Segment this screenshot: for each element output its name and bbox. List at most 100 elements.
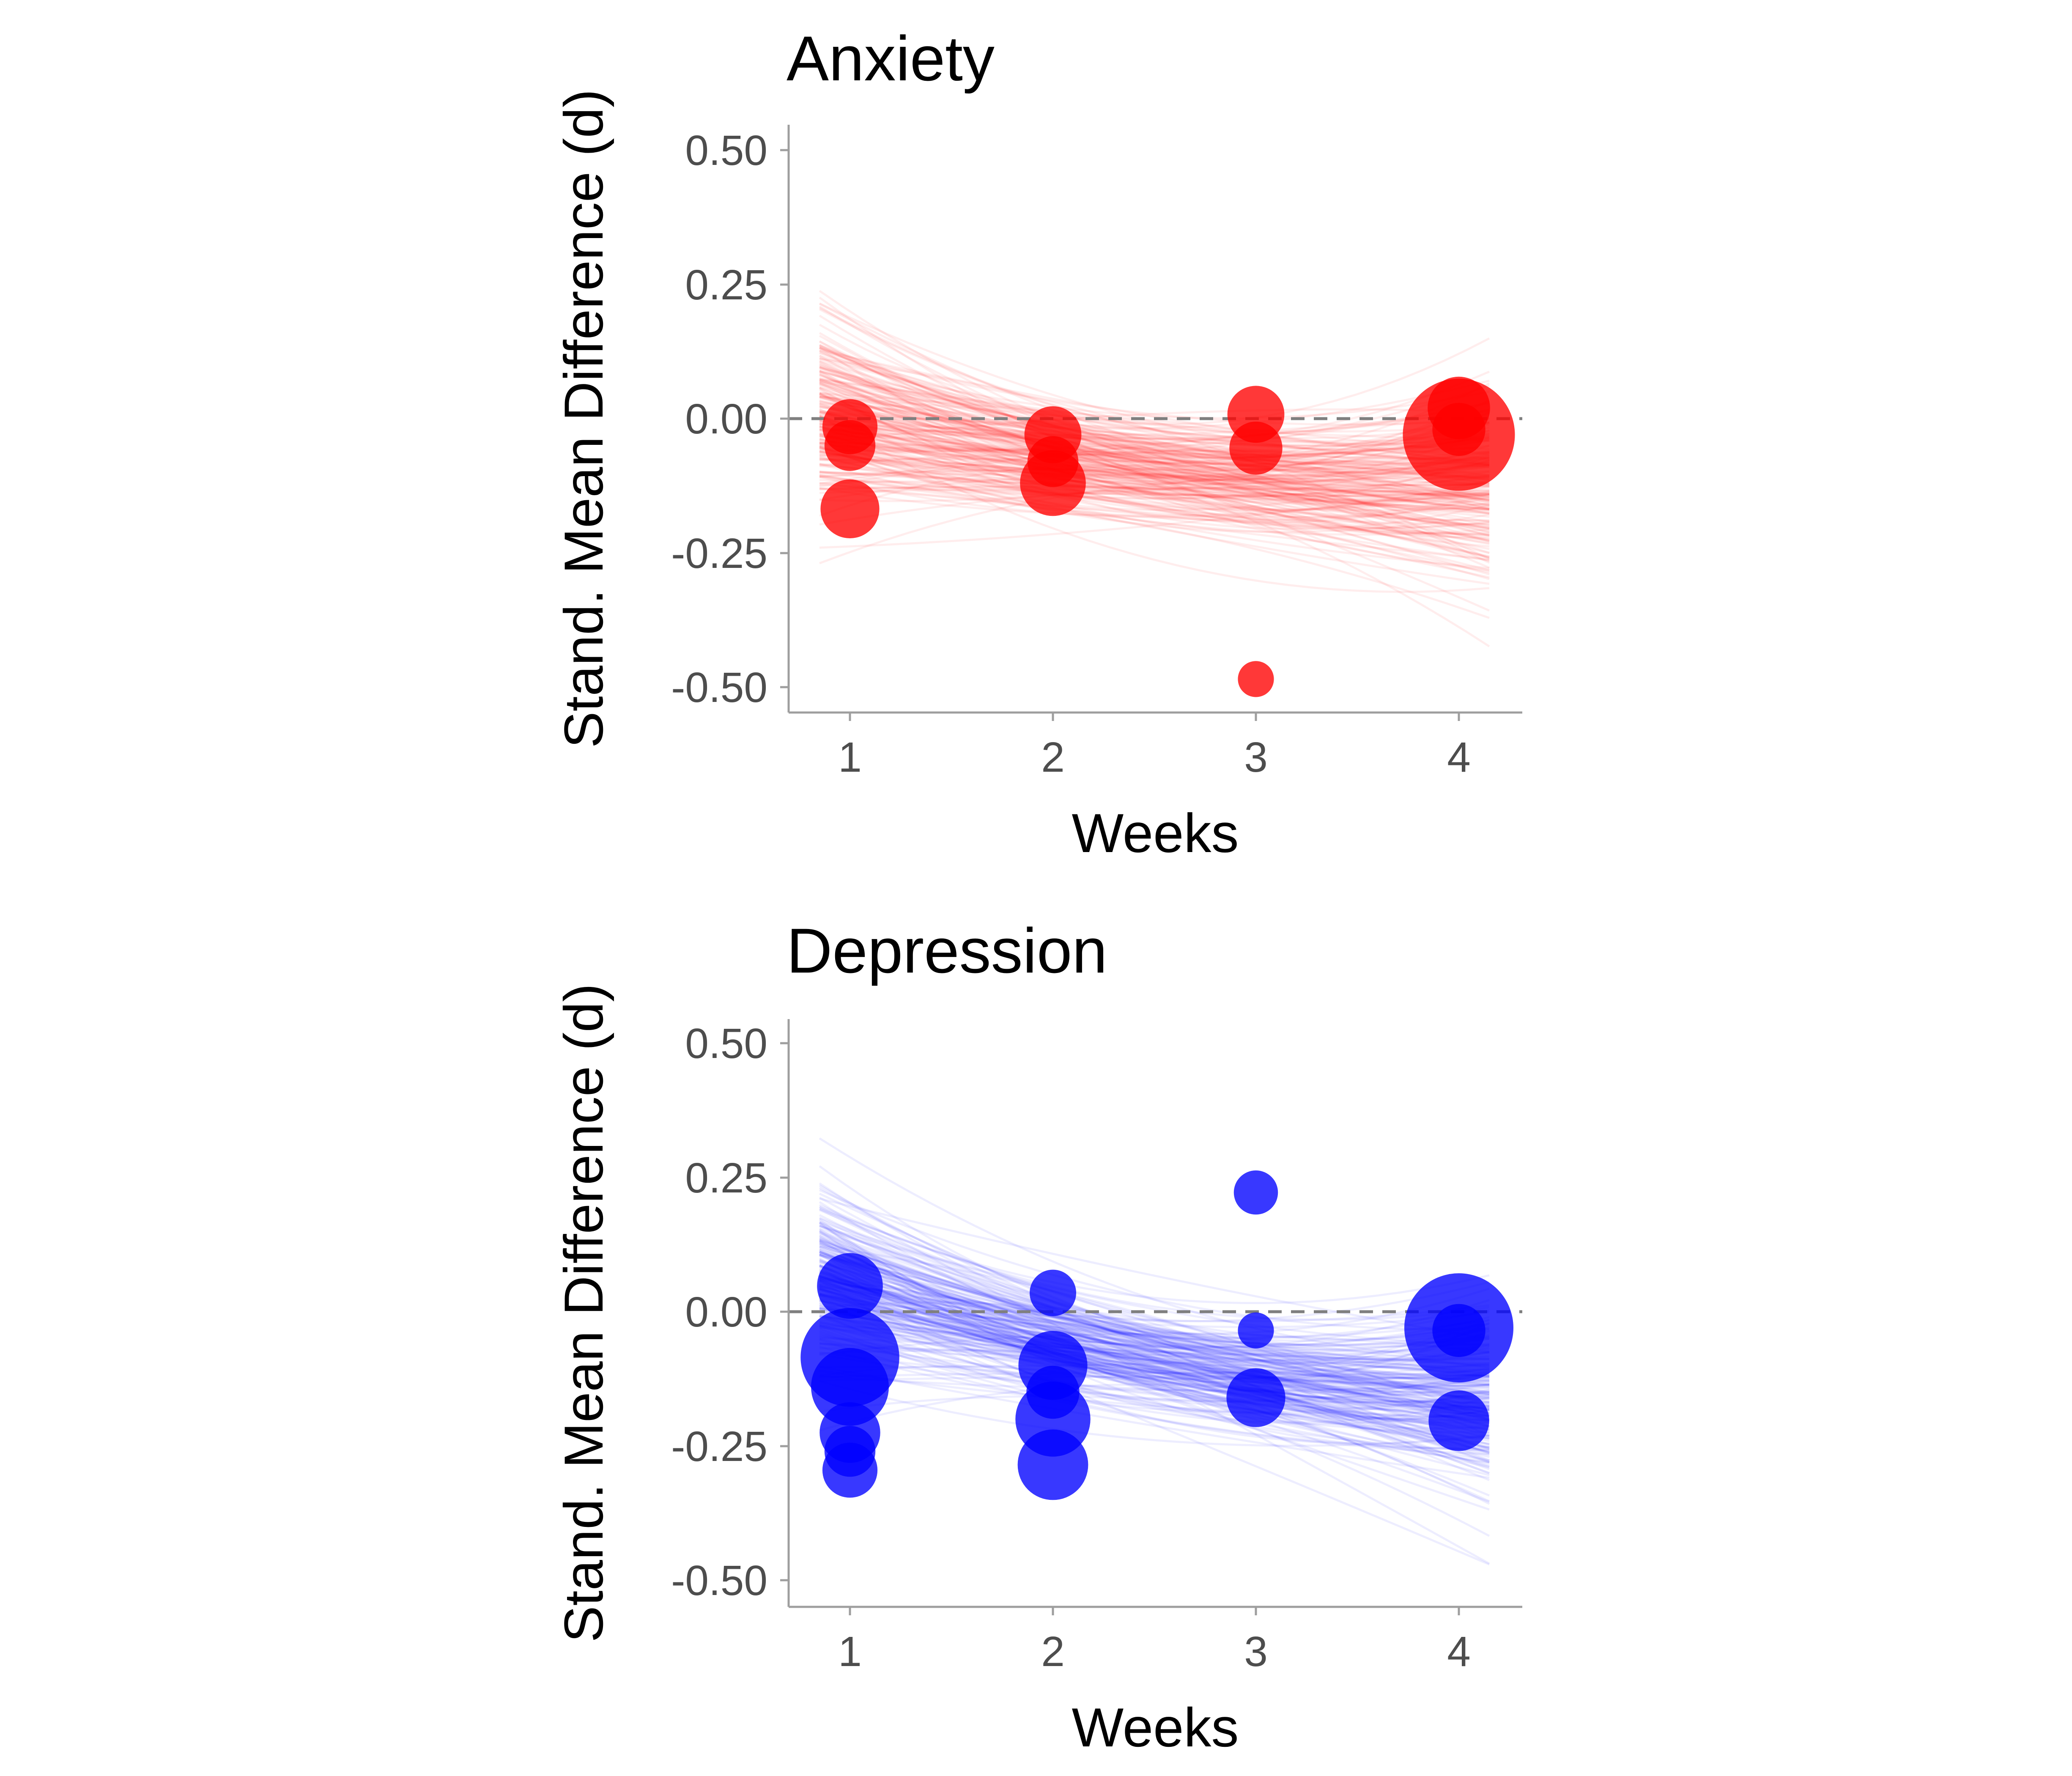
posterior-draw-line <box>819 346 1490 533</box>
posterior-draw-line <box>819 435 1490 477</box>
posterior-draw-line <box>819 414 1490 593</box>
posterior-draw-line <box>819 346 1490 530</box>
posterior-draw-line <box>819 1264 1490 1373</box>
posterior-draw-line <box>819 1342 1490 1398</box>
x-axis-title-depression: Weeks <box>1072 1697 1239 1758</box>
posterior-draw-line <box>819 356 1490 501</box>
posterior-draw-line <box>819 1209 1490 1440</box>
data-point <box>1403 378 1515 491</box>
posterior-draw-line <box>819 1230 1490 1374</box>
draw-lines-depression <box>819 1137 1490 1565</box>
posterior-draw-line <box>819 392 1490 548</box>
posterior-draw-line <box>819 420 1490 502</box>
posterior-draw-line <box>819 1261 1490 1374</box>
posterior-draw-line <box>819 416 1490 459</box>
posterior-draw-line <box>819 1243 1490 1417</box>
posterior-draw-line <box>819 1318 1490 1395</box>
posterior-draw-line <box>819 1342 1490 1418</box>
posterior-draw-line <box>819 433 1490 562</box>
posterior-draw-line <box>819 1293 1490 1503</box>
posterior-draw-line <box>819 396 1490 466</box>
posterior-draw-line <box>819 1310 1490 1380</box>
posterior-draw-line <box>819 372 1490 529</box>
posterior-draw-line <box>819 383 1490 475</box>
posterior-draw-line <box>819 382 1490 471</box>
x-tick-label: 1 <box>838 1628 862 1675</box>
posterior-draw-line <box>819 477 1490 565</box>
posterior-draw-line <box>819 1270 1490 1349</box>
posterior-draw-line <box>819 1274 1490 1346</box>
posterior-draw-line <box>819 447 1490 536</box>
posterior-draw-line <box>819 446 1490 511</box>
posterior-draw-line <box>819 426 1490 580</box>
posterior-draw-line <box>819 1276 1490 1411</box>
posterior-draw-line <box>819 340 1490 502</box>
posterior-draw-line <box>819 486 1490 526</box>
posterior-draw-line <box>819 1280 1490 1423</box>
posterior-draw-line <box>819 1327 1490 1453</box>
posterior-draw-line <box>819 1245 1490 1470</box>
posterior-draw-line <box>819 1346 1490 1414</box>
posterior-draw-line <box>819 380 1490 502</box>
posterior-draw-line <box>819 366 1490 466</box>
posterior-draw-line <box>819 378 1490 469</box>
posterior-draw-line <box>819 1254 1490 1403</box>
data-point <box>1226 1368 1285 1427</box>
posterior-draw-line <box>819 1272 1490 1442</box>
posterior-draw-line <box>819 1251 1490 1380</box>
posterior-draw-line <box>819 1332 1490 1356</box>
posterior-draw-line <box>819 1295 1490 1452</box>
posterior-draw-line <box>819 394 1490 550</box>
posterior-draw-line <box>819 1276 1490 1393</box>
posterior-draw-line <box>819 1347 1490 1402</box>
posterior-draw-line <box>819 1376 1490 1382</box>
posterior-draw-line <box>819 1225 1490 1408</box>
posterior-draw-line <box>819 441 1490 534</box>
posterior-draw-line <box>819 366 1490 488</box>
posterior-draw-line <box>819 1228 1490 1418</box>
posterior-draw-line <box>819 1196 1490 1565</box>
posterior-draw-line <box>819 349 1490 464</box>
posterior-draw-line <box>819 392 1490 529</box>
posterior-draw-line <box>819 380 1490 466</box>
posterior-draw-line <box>819 360 1490 511</box>
posterior-draw-line <box>819 1297 1490 1420</box>
posterior-draw-line <box>819 1283 1490 1454</box>
posterior-draw-line <box>819 420 1490 500</box>
posterior-draw-line <box>819 469 1490 515</box>
posterior-draw-line <box>819 1309 1490 1456</box>
posterior-draw-line <box>819 1184 1490 1417</box>
posterior-draw-line <box>819 419 1490 479</box>
posterior-draw-line <box>819 408 1490 523</box>
posterior-draw-line <box>819 1307 1490 1371</box>
posterior-draw-line <box>819 411 1490 513</box>
posterior-draw-line <box>819 363 1490 466</box>
posterior-draw-line <box>819 1241 1490 1452</box>
posterior-draw-line <box>819 1332 1490 1404</box>
posterior-draw-line <box>819 409 1490 510</box>
posterior-draw-line <box>819 357 1490 455</box>
posterior-draw-line <box>819 1253 1490 1409</box>
posterior-draw-line <box>819 436 1490 647</box>
posterior-draw-line <box>819 479 1490 540</box>
posterior-draw-line <box>819 370 1490 464</box>
posterior-draw-line <box>819 1321 1490 1450</box>
posterior-draw-line <box>819 423 1490 487</box>
posterior-draw-line <box>819 374 1490 496</box>
posterior-draw-line <box>819 1233 1490 1396</box>
posterior-draw-line <box>819 315 1490 522</box>
posterior-draw-line <box>819 1372 1490 1378</box>
posterior-draw-line <box>819 1311 1490 1497</box>
posterior-draw-line <box>819 1315 1490 1537</box>
data-point <box>1017 1429 1088 1500</box>
posterior-draw-line <box>819 471 1490 499</box>
posterior-draw-line <box>819 347 1490 426</box>
x-axis-title-anxiety: Weeks <box>1072 802 1239 864</box>
posterior-draw-line <box>819 1259 1490 1348</box>
posterior-draw-line <box>819 480 1490 529</box>
posterior-draw-line <box>819 408 1490 444</box>
posterior-draw-line <box>819 1182 1490 1388</box>
x-tick-label: 1 <box>838 734 862 781</box>
posterior-draw-line <box>819 476 1490 518</box>
posterior-draw-line <box>819 428 1490 482</box>
